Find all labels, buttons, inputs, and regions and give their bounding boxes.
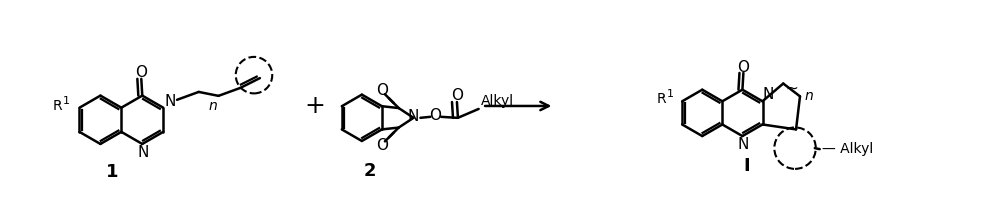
Text: N: N xyxy=(408,109,419,124)
Text: O: O xyxy=(376,83,388,98)
Text: ~: ~ xyxy=(786,81,798,96)
Text: 1: 1 xyxy=(106,163,118,181)
Text: n: n xyxy=(804,89,813,103)
Text: N: N xyxy=(138,145,149,160)
Text: R: R xyxy=(53,99,63,113)
Text: N: N xyxy=(164,94,176,109)
Text: — Alkyl: — Alkyl xyxy=(822,142,873,156)
Text: 1: 1 xyxy=(63,96,70,106)
Text: O: O xyxy=(451,88,463,103)
Text: O: O xyxy=(135,66,147,80)
Text: O: O xyxy=(376,138,388,153)
Text: 1: 1 xyxy=(667,89,674,99)
Text: N: N xyxy=(763,87,774,102)
Text: I: I xyxy=(743,157,750,175)
Text: 2: 2 xyxy=(364,162,376,180)
Text: n: n xyxy=(208,99,217,113)
Text: R: R xyxy=(657,92,666,106)
Text: Alkyl: Alkyl xyxy=(481,94,514,108)
Text: O: O xyxy=(737,59,749,74)
Text: N: N xyxy=(738,137,749,152)
Text: +: + xyxy=(304,94,325,118)
Text: O: O xyxy=(429,108,441,123)
